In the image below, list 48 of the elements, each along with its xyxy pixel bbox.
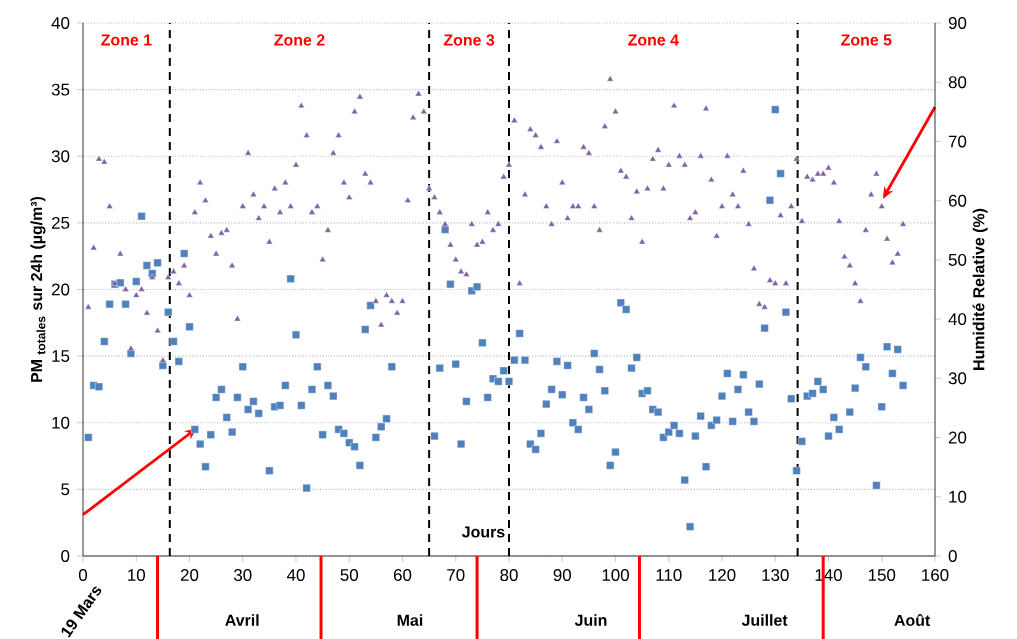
text: Avril <box>225 614 259 626</box>
x-tick-label: 30 <box>233 569 252 582</box>
y-axis-title: PM $_{totales}$ sur 24h (µg/m³) <box>30 196 46 382</box>
y2-tick-label: 70 <box>948 135 967 148</box>
annotation: Zone 4 <box>628 34 679 46</box>
x-tick-label: 0 <box>78 569 88 582</box>
y-tick-label: 15 <box>52 350 70 363</box>
x-tick-label: 70 <box>447 569 465 582</box>
x-axis-title: Jours <box>461 526 505 538</box>
x-tick-label: 120 <box>709 569 736 582</box>
x-tick-label: 40 <box>286 569 305 582</box>
y2-axis-title: Humidité Relative (%) <box>972 208 988 370</box>
text: Mai <box>397 614 423 626</box>
y2-tick-label: 20 <box>948 431 967 444</box>
x-tick-label: 50 <box>340 569 358 582</box>
x-tick-label: 20 <box>180 569 199 582</box>
x-tick-label: 80 <box>500 569 518 582</box>
y2-tick-label: 60 <box>948 194 967 207</box>
y-tick-label: 20 <box>51 283 70 296</box>
y2-tick-label: 10 <box>949 490 967 503</box>
text: Août <box>894 613 931 627</box>
x-tick-label: 160 <box>922 569 949 582</box>
x-tick-label: 10 <box>128 569 145 582</box>
x-tick-label: 100 <box>602 569 629 582</box>
y-tick-label: 35 <box>51 83 70 96</box>
x-tick-label: 130 <box>762 569 789 582</box>
y-tick-label: 25 <box>51 216 70 229</box>
x-tick-label: 110 <box>656 569 682 582</box>
y-tick-label: 30 <box>51 150 70 163</box>
x-tick-label: 90 <box>553 569 571 582</box>
y2-tick-label: 40 <box>948 313 967 326</box>
y2-tick-label: 80 <box>948 76 967 89</box>
y-tick-label: 10 <box>52 416 70 429</box>
y-tick-label: 5 <box>61 483 70 496</box>
text: Juillet <box>741 614 788 626</box>
annotation: Zone 5 <box>841 34 892 46</box>
y2-tick-label: 90 <box>948 17 967 29</box>
text: Juin <box>574 614 607 626</box>
annotation: Zone 2 <box>274 34 325 46</box>
y-tick-label: 40 <box>51 17 70 29</box>
annotation: Zone 1 <box>101 34 152 46</box>
y2-tick-label: 50 <box>948 253 967 266</box>
y2-tick-label: 0 <box>948 550 957 562</box>
x-tick-label: 150 <box>868 569 896 582</box>
y-tick-label: 0 <box>61 550 70 562</box>
x-tick-label: 60 <box>393 569 412 582</box>
y2-tick-label: 30 <box>948 372 967 385</box>
annotation: Zone 3 <box>443 34 495 46</box>
